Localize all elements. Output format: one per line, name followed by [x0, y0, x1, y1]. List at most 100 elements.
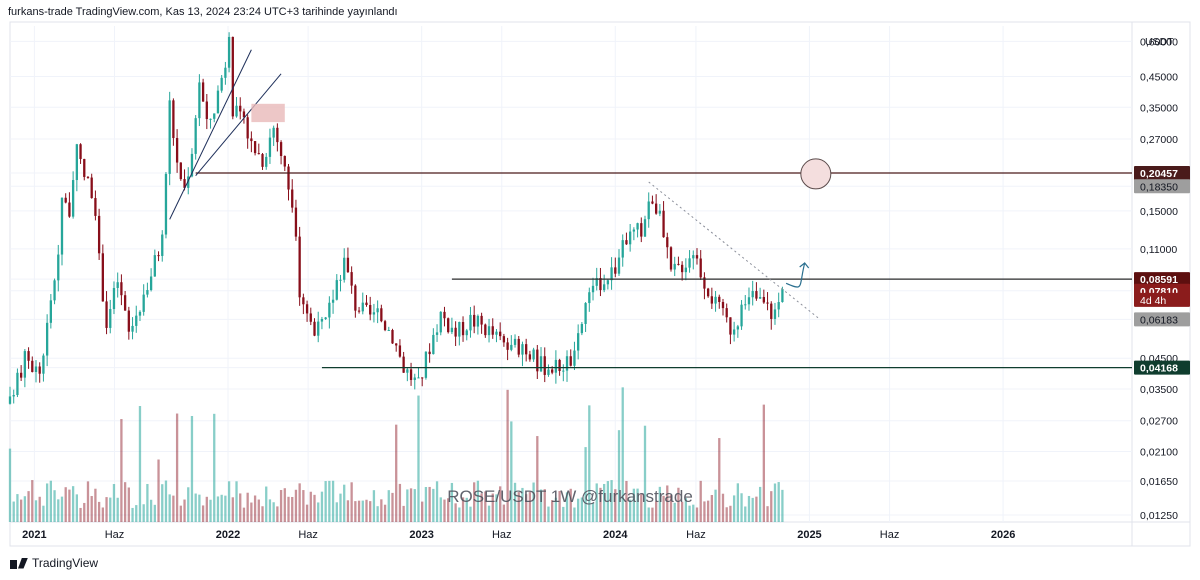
price-tick-label: 0,01250	[1140, 510, 1178, 522]
candle-body	[157, 255, 160, 257]
price-tick-label: 0,03500	[1140, 384, 1178, 396]
candle-body	[298, 236, 301, 298]
volume-bars	[8, 387, 784, 522]
candle-body	[187, 176, 190, 188]
candle-body	[428, 351, 431, 355]
volume-bar	[484, 491, 487, 522]
volume-bar	[636, 488, 639, 522]
candle-body	[662, 210, 665, 238]
candle-body	[42, 355, 45, 374]
candle-body	[123, 295, 127, 311]
candle-body	[732, 329, 736, 335]
volume-bar	[198, 494, 201, 522]
candle-body	[539, 356, 543, 372]
candle-body	[736, 326, 739, 330]
candle-body	[19, 372, 23, 378]
volume-bar	[610, 480, 613, 522]
candle-body	[149, 276, 153, 291]
volume-bar	[64, 487, 67, 522]
candle-body	[473, 314, 476, 327]
volume-bar	[216, 496, 220, 522]
volume-bar	[354, 501, 357, 522]
volume-bar	[343, 484, 346, 522]
candle-body	[146, 290, 149, 295]
candle-body	[16, 372, 19, 396]
price-tick-label: 0,02700	[1140, 416, 1178, 428]
volume-bar	[491, 493, 494, 522]
volume-bar	[19, 499, 23, 522]
candle-body	[391, 330, 394, 344]
candle-body	[27, 351, 30, 361]
volume-bar	[499, 486, 502, 522]
volume-bar	[71, 486, 75, 522]
candle-body	[487, 326, 491, 336]
volume-bar	[539, 489, 543, 522]
volume-bar	[116, 497, 119, 522]
candle-body	[580, 323, 584, 334]
volume-bar	[209, 499, 212, 522]
volume-bar	[123, 482, 127, 522]
candle-body	[239, 105, 242, 112]
volume-bar	[194, 493, 197, 522]
volume-bar	[510, 421, 513, 522]
volume-bar	[461, 497, 465, 522]
candle-body	[135, 315, 138, 326]
volume-bar	[465, 497, 468, 522]
volume-bar	[242, 507, 246, 522]
volume-bar	[740, 493, 743, 522]
candle-body	[287, 166, 290, 190]
volume-bar	[27, 491, 30, 522]
candle-body	[201, 82, 205, 102]
volume-bar	[201, 505, 205, 522]
candle-body	[406, 369, 409, 373]
candle-body	[120, 282, 123, 296]
volume-bar	[558, 491, 561, 522]
candle-body	[350, 272, 353, 286]
candle-body	[658, 210, 662, 214]
time-tick-label: 2025	[797, 529, 821, 541]
volume-bar	[647, 507, 650, 522]
candle-body	[317, 321, 320, 336]
volume-bar	[714, 489, 717, 522]
price-label-box	[1134, 312, 1190, 327]
candle-body	[666, 237, 669, 248]
volume-bar	[528, 492, 532, 522]
volume-bar	[673, 502, 676, 522]
candle-body	[291, 189, 294, 208]
candle-body	[34, 366, 38, 372]
volume-bar	[547, 506, 550, 522]
candle-body	[220, 77, 223, 91]
candle-body	[339, 279, 342, 281]
candle-body	[710, 296, 713, 304]
volume-bar	[395, 424, 398, 522]
supply-zone-box	[251, 103, 285, 123]
candle-body	[688, 258, 691, 268]
volume-bar	[86, 481, 90, 522]
volume-bar	[361, 500, 364, 522]
volume-bar	[588, 405, 591, 522]
candle-body	[532, 349, 535, 360]
volume-bar	[450, 482, 454, 522]
volume-bar	[331, 480, 335, 522]
candle-body	[777, 302, 780, 310]
candle-body	[632, 229, 636, 232]
volume-bar	[706, 500, 710, 522]
volume-bar	[8, 448, 12, 522]
candle-body	[164, 173, 168, 235]
brand-label: TradingView	[32, 556, 99, 570]
candle-body	[60, 197, 64, 255]
price-chart[interactable]: 0,60000 0,45000 0,35000 0,27000 0,204570,183…	[0, 0, 1200, 552]
candle-body	[105, 301, 108, 328]
candle-body	[190, 153, 194, 177]
candle-body	[758, 297, 762, 299]
candle-body	[31, 360, 34, 372]
candles	[8, 32, 784, 405]
volume-bar	[313, 494, 316, 522]
candle-body	[762, 297, 765, 303]
tradingview-footer[interactable]: TradingView	[10, 556, 98, 570]
volume-bar	[149, 499, 153, 522]
volume-bar	[317, 502, 320, 522]
volume-bar	[291, 496, 294, 522]
candle-body	[90, 177, 93, 199]
